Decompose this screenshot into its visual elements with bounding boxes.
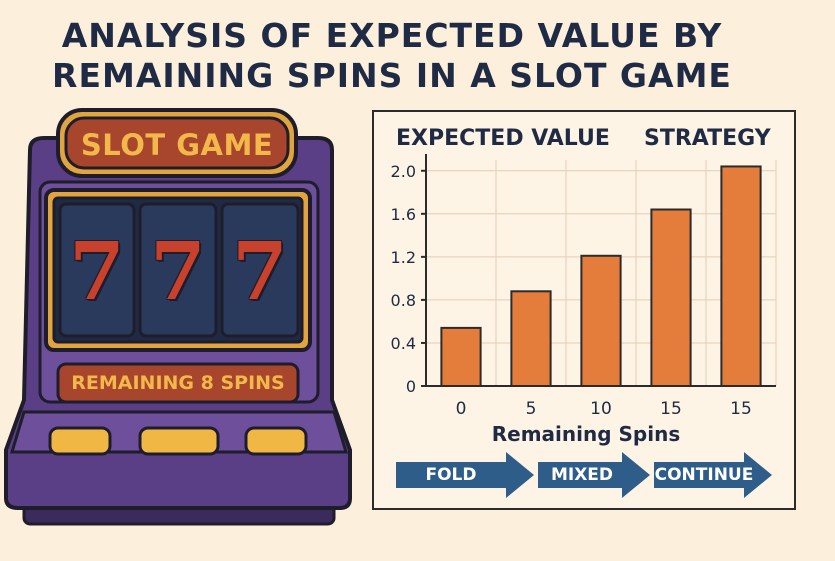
reel-symbol-3: 7 xyxy=(232,224,288,318)
bar xyxy=(510,290,552,388)
y-tick-label: 0.8 xyxy=(391,291,416,310)
strategy-arrows xyxy=(396,452,772,498)
x-tick-label: 10 xyxy=(590,399,612,419)
chart-panel: 0 0.4 0.8 1.2 1.6 2.0 0 5 10 15 15 EXPECTED VALUE … xyxy=(372,110,796,510)
continue-arrow xyxy=(654,452,772,498)
y-tick-label: 0 xyxy=(406,377,416,396)
x-tick-label: 0 xyxy=(456,399,467,419)
slot-machine-graphic xyxy=(3,108,352,526)
x-tick-label: 15 xyxy=(730,399,752,419)
y-tick-label: 1.6 xyxy=(391,205,416,224)
reel-symbol-2: 7 xyxy=(150,224,206,318)
slot-sign-label: SLOT GAME xyxy=(80,128,274,162)
bar xyxy=(440,326,482,387)
bar xyxy=(720,165,762,388)
y-tick-label: 0.4 xyxy=(391,334,416,353)
strategy-header: STRATEGY xyxy=(644,126,771,151)
x-tick-label: 5 xyxy=(526,399,537,419)
mixed-arrow xyxy=(538,452,650,498)
bar-chart: 0 0.4 0.8 1.2 1.6 2.0 0 5 10 15 15 xyxy=(391,154,777,419)
y-tick-label: 1.2 xyxy=(391,248,416,267)
x-tick-label: 15 xyxy=(660,399,682,419)
expected-value-header: EXPECTED VALUE xyxy=(396,126,610,151)
x-axis-label: Remaining Spins xyxy=(491,422,681,446)
fold-label: FOLD xyxy=(425,465,477,485)
chart-title-line1: ANALYSIS OF EXPECTED VALUE BY xyxy=(61,16,723,55)
mixed-label: MIXED xyxy=(550,465,614,485)
fold-arrow xyxy=(396,452,534,498)
continue-label: CONTINUE xyxy=(654,465,754,485)
bar xyxy=(650,208,692,387)
remaining-spins-label: REMAINING 8 SPINS xyxy=(71,372,285,394)
bar xyxy=(580,254,622,387)
y-tick-label: 2.0 xyxy=(391,162,416,181)
reel-symbol-1: 7 xyxy=(69,224,125,318)
chart-title-line2: REMAINING SPINS IN A SLOT GAME xyxy=(52,56,732,95)
slot-machine-illustration: SLOT GAME 7 7 7 REMAINING 8 SPINS xyxy=(0,0,360,557)
